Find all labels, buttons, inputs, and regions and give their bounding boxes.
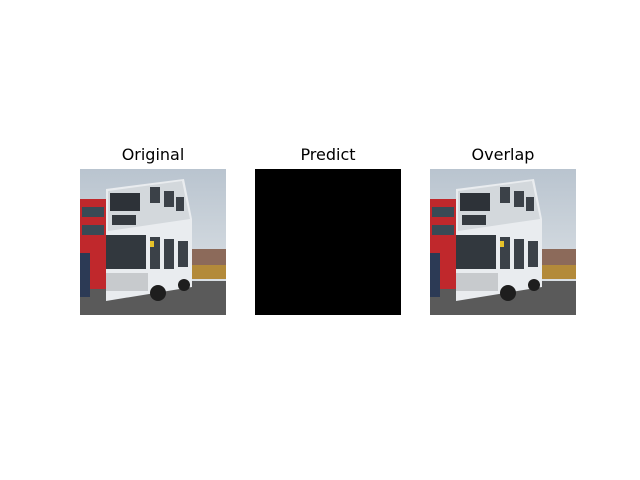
- overlap-image: [430, 169, 576, 315]
- overlap-title: Overlap: [471, 145, 535, 164]
- original-title: Original: [121, 145, 185, 164]
- predict-mask-image: [255, 169, 401, 315]
- predict-title: Predict: [300, 145, 356, 164]
- original-image: [80, 169, 226, 315]
